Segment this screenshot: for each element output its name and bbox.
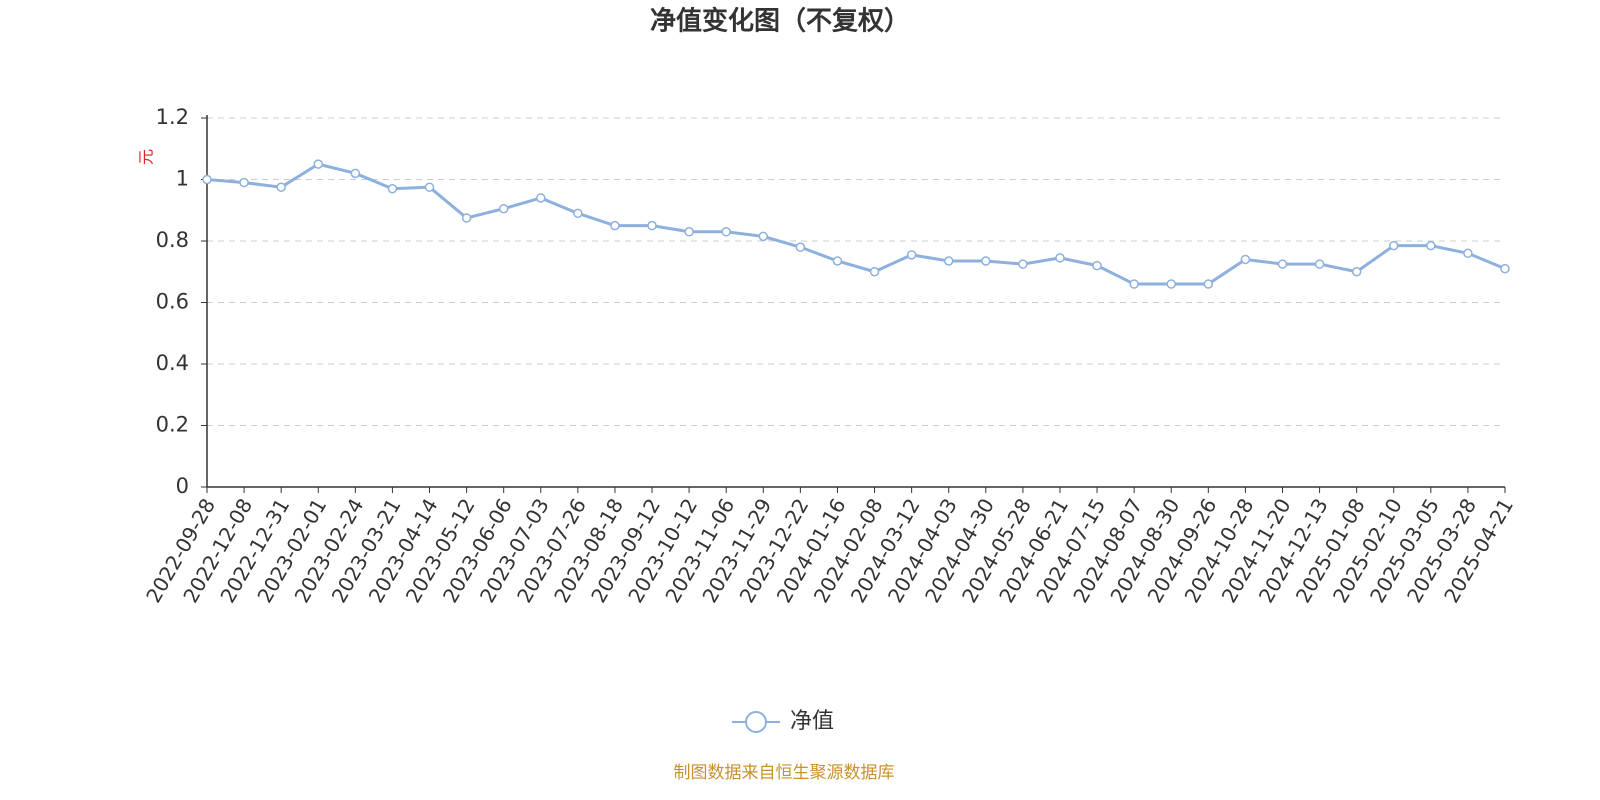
source-note: 制图数据来自恒生聚源数据库 [674,763,895,783]
data-point [1500,263,1510,274]
y-tick-label: 0 [176,474,189,498]
data-point [1388,240,1399,251]
data-point [906,250,917,260]
data-point [202,174,212,185]
data-point [795,242,806,252]
chart-title: 净值变化图（不复权） [650,6,910,37]
data-point [1018,259,1028,269]
y-tick-label: 0.6 [156,290,189,314]
data-point [239,177,249,188]
data-point [758,231,769,242]
series-line [206,162,1506,286]
y-tick-label: 0.2 [156,413,189,437]
y-tick-label: 1.2 [156,105,189,129]
data-point [276,182,286,192]
data-point [981,256,991,266]
data-point [536,193,546,203]
data-point [387,183,398,194]
data-point [498,203,509,214]
data-point [1166,279,1176,289]
data-point [1351,267,1362,277]
data-point [1092,260,1102,271]
y-tick-label: 0.8 [156,228,189,252]
y-axis-label: 元 [137,149,156,165]
data-point [943,256,954,266]
data-point [424,182,435,192]
legend-marker [745,711,767,733]
data-point [1314,259,1325,269]
data-point [610,220,620,231]
data-point [1055,253,1065,263]
data-point [721,227,731,237]
data-point [832,256,843,266]
legend-label[interactable]: 净值 [790,709,834,734]
data-point [350,168,361,179]
data-point [1277,259,1288,269]
data-point [1426,240,1436,251]
data-point [1463,248,1473,259]
data-point [684,227,694,237]
data-point [869,267,880,277]
data-point [313,159,324,169]
data-point [1129,279,1139,289]
y-tick-label: 1 [176,167,189,191]
data-point [461,213,472,223]
data-point [573,208,583,219]
data-point [1240,254,1251,265]
data-point [647,220,657,231]
data-point [1203,279,1214,289]
y-tick-label: 0.4 [156,351,189,375]
